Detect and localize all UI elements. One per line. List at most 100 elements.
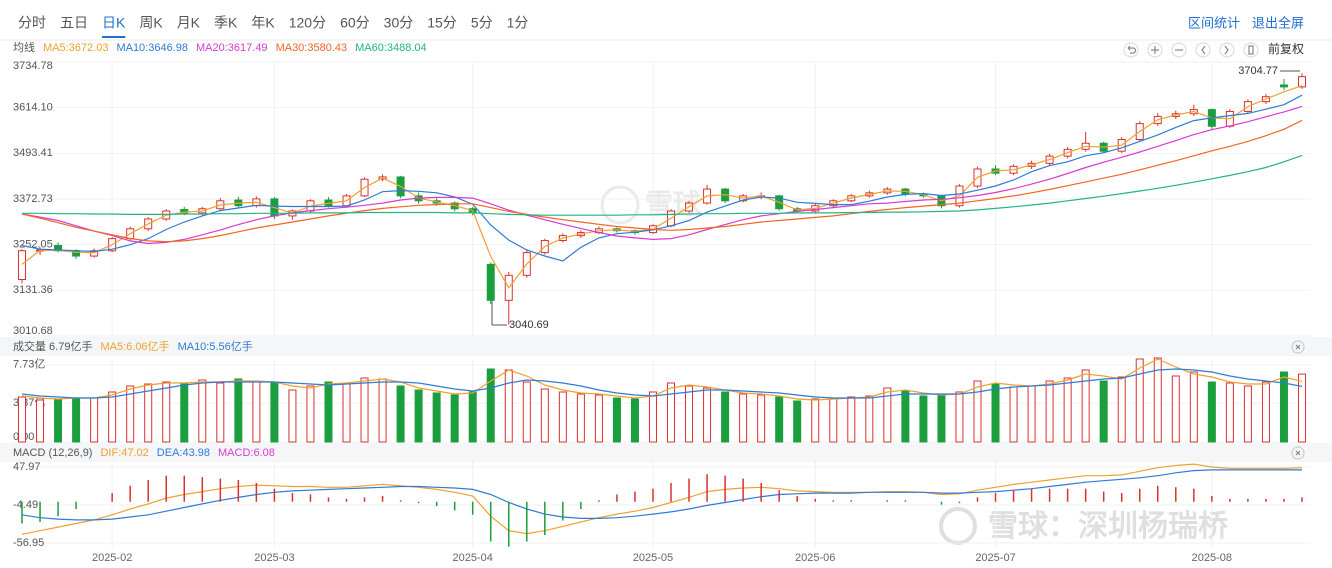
x-tick-label: 2025-06 xyxy=(795,552,835,564)
y-tick-label: 7.73亿 xyxy=(13,358,45,371)
legend-entry: MA10:5.56亿手 xyxy=(178,339,253,353)
y-tick-label: 3010.68 xyxy=(13,325,53,337)
volume-bar xyxy=(1081,369,1090,443)
volume-bar xyxy=(1243,385,1252,443)
volume-bar xyxy=(252,381,261,443)
legend-entry: MA5:6.06亿手 xyxy=(100,339,169,353)
tab[interactable]: 分时 xyxy=(18,15,46,31)
icons xyxy=(1123,42,1305,460)
volume-bar xyxy=(1279,371,1288,443)
close-macd[interactable] xyxy=(1291,446,1305,460)
right-icon[interactable] xyxy=(1219,42,1235,58)
volume-bar xyxy=(829,397,838,443)
y-tick-label: -56.95 xyxy=(13,537,44,549)
ma-line xyxy=(21,105,1303,245)
volume-bar xyxy=(1189,371,1198,443)
high-annotation: 3704.77 xyxy=(1238,65,1278,77)
tab[interactable]: 30分 xyxy=(384,15,414,31)
volume-bar xyxy=(504,369,513,443)
x-tick-label: 2025-04 xyxy=(453,552,493,564)
tab[interactable]: 五日 xyxy=(60,15,88,31)
tab[interactable]: 季K xyxy=(214,15,238,31)
volume-bar xyxy=(360,377,369,443)
left-icon[interactable] xyxy=(1195,42,1211,58)
candle-icon[interactable] xyxy=(1243,42,1259,58)
volume-bar xyxy=(450,394,459,443)
y-tick-label: 3734.78 xyxy=(13,60,53,72)
volume-bar xyxy=(937,394,946,443)
volume-bar xyxy=(576,393,585,443)
volume-bar xyxy=(198,379,207,443)
adjust-label[interactable]: 前复权 xyxy=(1268,41,1304,56)
candle-body xyxy=(1297,76,1306,88)
volume-header-bg xyxy=(0,337,1332,356)
action[interactable]: 区间统计 xyxy=(1188,15,1240,30)
watermark-text: 雪球：深圳杨瑞桥 xyxy=(988,510,1228,543)
volume-bar xyxy=(973,380,982,443)
tab[interactable]: 年K xyxy=(251,15,275,31)
tab[interactable]: 60分 xyxy=(340,15,370,31)
tab[interactable]: 周K xyxy=(139,15,163,31)
candle-body xyxy=(18,250,27,280)
volume-bar xyxy=(612,397,621,443)
legend-entry: DIF:47.02 xyxy=(100,447,148,459)
candle-body xyxy=(486,263,495,301)
volume-bar xyxy=(721,391,730,443)
legend-entry: 均线 xyxy=(13,40,35,54)
panel xyxy=(13,61,1311,337)
volume-bar xyxy=(36,399,45,443)
action[interactable]: 退出全屏 xyxy=(1252,15,1304,30)
legend-entry: MA60:3488.04 xyxy=(355,42,427,54)
close-volume[interactable] xyxy=(1291,340,1305,354)
candle-body xyxy=(180,208,189,214)
volume-bar xyxy=(1117,376,1126,443)
legend-entry: MACD (12,26,9) xyxy=(13,447,92,459)
volume-bar xyxy=(540,388,549,443)
x-tick-label: 2025-08 xyxy=(1192,552,1232,564)
volume-bar xyxy=(126,385,135,443)
legend-entry: 成交量 6.79亿手 xyxy=(13,339,92,353)
candle-body xyxy=(1279,84,1288,88)
volume-bar xyxy=(162,381,171,443)
volume-bar xyxy=(1045,380,1054,443)
volume-bar xyxy=(1261,381,1270,443)
volume-bar xyxy=(1135,358,1144,443)
tab[interactable]: 120分 xyxy=(289,15,326,31)
legend-entry: MA20:3617.49 xyxy=(196,42,268,54)
zoom-in-icon[interactable] xyxy=(1147,42,1163,58)
volume-bar xyxy=(324,381,333,443)
ma-line xyxy=(22,154,1303,216)
tab[interactable]: 日K xyxy=(102,15,126,31)
volume-bar xyxy=(1063,377,1072,443)
volume-bar xyxy=(234,378,243,443)
volume-bar xyxy=(72,397,81,443)
volume-bar xyxy=(594,394,603,443)
zoom-out-icon[interactable] xyxy=(1171,42,1187,58)
tab[interactable]: 5分 xyxy=(471,15,493,31)
undo-icon[interactable] xyxy=(1123,42,1139,58)
x-tick-label: 2025-03 xyxy=(254,552,294,564)
y-tick-label: 3131.36 xyxy=(13,284,53,296)
volume-bar xyxy=(144,383,153,443)
volume-bar xyxy=(414,389,423,443)
legend-entry: MA10:3646.98 xyxy=(116,42,188,54)
volume-bar xyxy=(522,381,531,443)
volume-bar xyxy=(342,383,351,443)
volume-bar xyxy=(288,389,297,443)
tab[interactable]: 1分 xyxy=(507,15,529,31)
volume-bar xyxy=(108,391,117,443)
volume-bar xyxy=(847,396,856,443)
candle-body xyxy=(90,250,99,257)
volume-bar xyxy=(18,396,27,443)
volume-bar xyxy=(1297,373,1306,443)
volume-bar xyxy=(685,385,694,443)
tab[interactable]: 15分 xyxy=(427,15,457,31)
tab[interactable]: 月K xyxy=(177,15,201,31)
x-tick-label: 2025-07 xyxy=(975,552,1015,564)
volume-bar xyxy=(883,387,892,443)
volume-bar xyxy=(1153,357,1162,443)
y-tick-label: -4.49 xyxy=(13,499,38,511)
panel xyxy=(13,364,1311,443)
volume-bar xyxy=(1225,382,1234,443)
